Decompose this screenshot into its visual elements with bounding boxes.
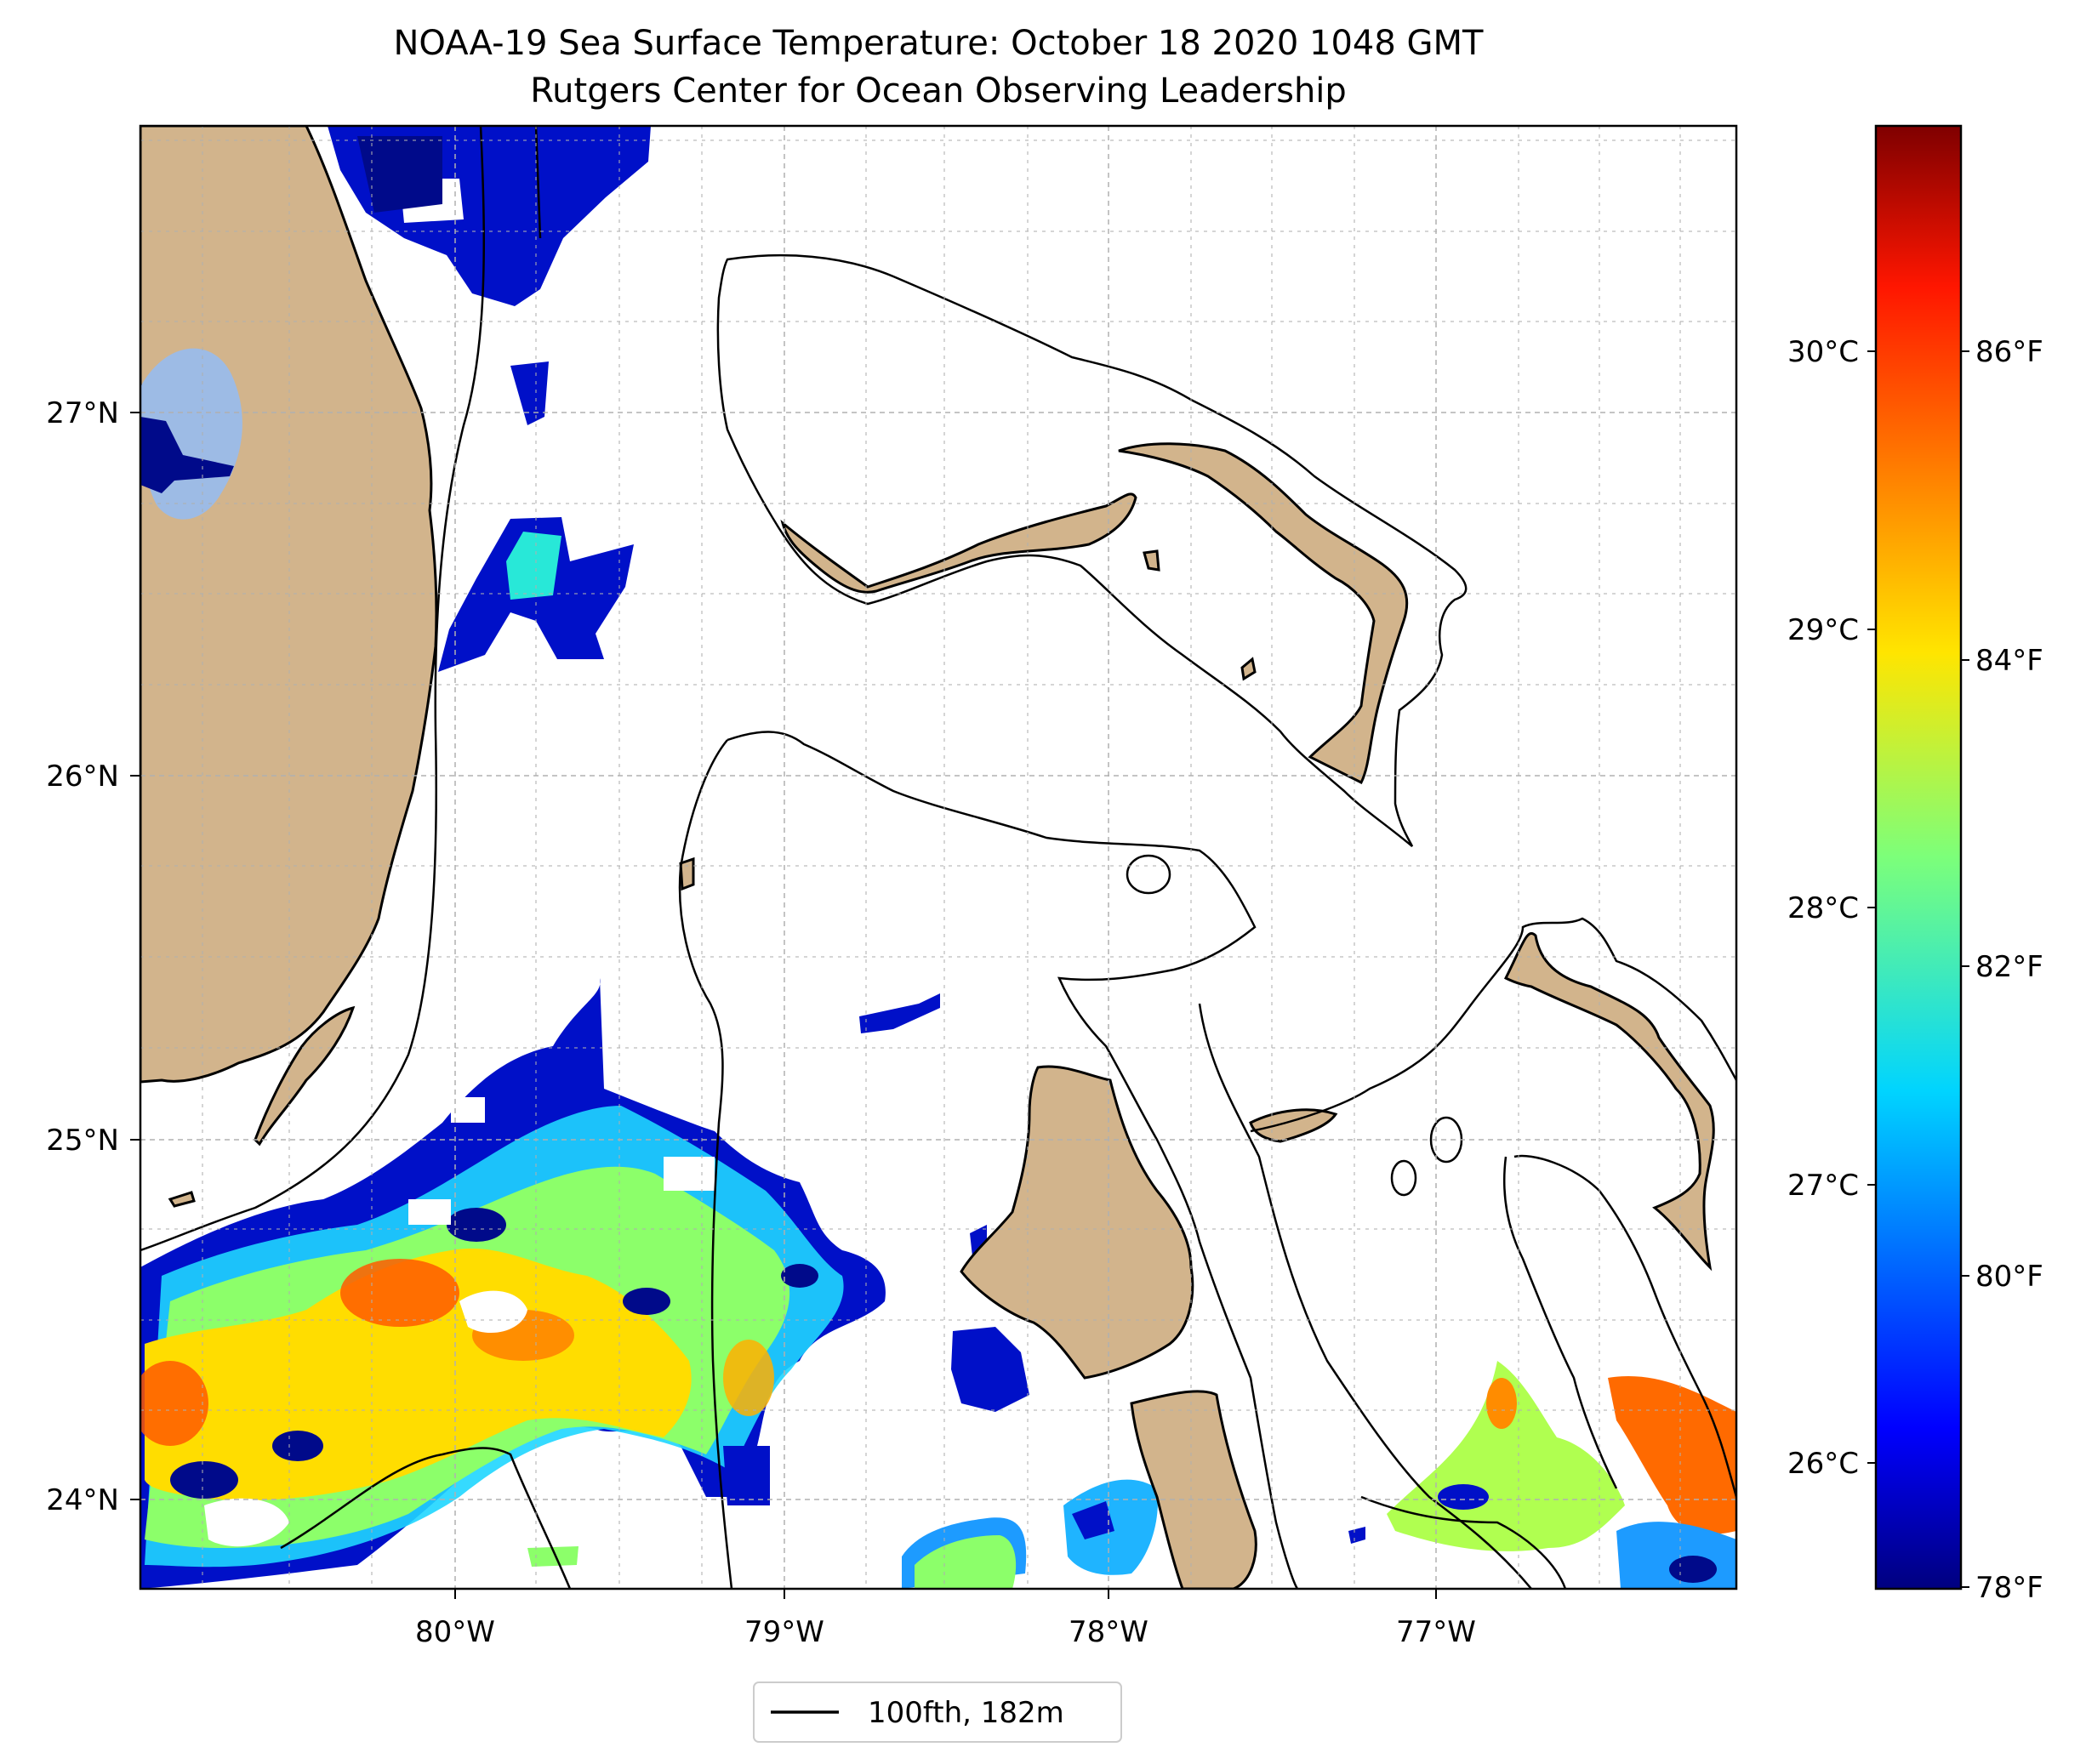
- colorbar-celsius-29: 29°C: [1787, 613, 1859, 647]
- sst-hole-3: [451, 1097, 485, 1123]
- isobath-florida-straits-west: [140, 126, 486, 1252]
- sst-hole-4: [664, 1157, 715, 1191]
- land-florida-keys: [254, 1005, 356, 1147]
- isobath-south-west: [1502, 1156, 1618, 1489]
- sst-warm-core-2: [140, 1361, 208, 1446]
- sst-patch-andros-south-dark: [1072, 1501, 1114, 1539]
- sst-hole-5: [408, 1199, 451, 1225]
- map-frame: [139, 124, 1738, 1590]
- sst-hole-1: [459, 1290, 527, 1334]
- isobath-florida-straits-mid: [534, 126, 542, 239]
- gridlines: [140, 126, 1736, 1589]
- lat-tick-26n: 26°N: [46, 760, 119, 794]
- sst-patch-south-blue: [723, 1446, 770, 1505]
- sst-far-southeast-dark: [1669, 1556, 1717, 1583]
- isobath-great-bahama-bank-west: [678, 739, 733, 1589]
- colorbar-celsius-26: 26°C: [1787, 1447, 1859, 1481]
- colorbar-fahrenheit-82: 82°F: [1975, 950, 2043, 984]
- map-panel: [140, 126, 1736, 1589]
- colorbar-fahrenheit-86: 86°F: [1975, 335, 2043, 369]
- colorbar: 30°C 29°C 28°C 27°C 26°C 86°F 84°F 82°F …: [1787, 124, 2043, 1605]
- sst-southeast-warm: [1486, 1378, 1517, 1429]
- colorbar-gradient: [1874, 124, 1963, 1590]
- sst-patch-mid-cyan: [506, 532, 561, 600]
- land-bimini: [679, 856, 695, 891]
- lat-tick-24n: 24°N: [46, 1483, 119, 1517]
- land-new-providence: [1249, 1108, 1338, 1143]
- land-small-cay-1: [1143, 549, 1160, 572]
- colorbar-celsius-28: 28°C: [1787, 891, 1859, 925]
- sst-cold-spot-3: [623, 1288, 670, 1315]
- isobath-tongue-of-ocean: [1250, 917, 1736, 1133]
- sst-patch-andros-west: [951, 1327, 1029, 1412]
- sst-warm-core-4: [723, 1340, 774, 1416]
- isobath-seamount-1: [1126, 854, 1171, 895]
- isobath-east-andros: [1198, 1003, 1532, 1589]
- axis-ticks: [130, 412, 1437, 1599]
- sst-patch-far-southeast: [1608, 1376, 1736, 1534]
- lon-tick-80w: 80°W: [415, 1615, 495, 1649]
- lat-tick-27n: 27°N: [46, 396, 119, 430]
- colorbar-celsius-27: 27°C: [1787, 1169, 1859, 1203]
- colorbar-fahrenheit-84: 84°F: [1975, 644, 2043, 678]
- sst-patch-sliver: [510, 361, 549, 425]
- lake-cold-pixels-overlay: [140, 417, 234, 493]
- lat-tick-25n: 25°N: [46, 1124, 119, 1158]
- sst-cold-spot-2: [447, 1208, 506, 1242]
- land-small-cay-2: [1240, 657, 1257, 681]
- legend: 100fth, 182m: [753, 1681, 1122, 1743]
- isobath-little-bahama-bank: [716, 253, 1468, 847]
- colorbar-celsius-30: 30°C: [1787, 335, 1859, 369]
- lon-tick-79w: 79°W: [744, 1615, 824, 1649]
- sst-patch-strip-1: [859, 993, 940, 1033]
- map-title-line1: NOAA-19 Sea Surface Temperature: October…: [394, 24, 1485, 63]
- sst-cold-spot-5: [272, 1431, 323, 1461]
- land-eleuthera: [1503, 932, 1715, 1272]
- sst-cold-spot-4: [781, 1264, 818, 1288]
- map-title-line2: Rutgers Center for Ocean Observing Leade…: [530, 71, 1347, 111]
- colorbar-fahrenheit-80: 80°F: [1975, 1260, 2043, 1294]
- land-layer: [140, 126, 1715, 1589]
- legend-box: [753, 1681, 1122, 1743]
- isobath-great-bahama-bank-north: [727, 731, 1299, 1589]
- land-key-fragment: [168, 1191, 196, 1208]
- isobath-south-east-line: [1360, 1495, 1567, 1589]
- land-andros: [960, 1065, 1194, 1380]
- isobath-exuma-sound: [1513, 1154, 1736, 1498]
- lon-tick-78w: 78°W: [1069, 1615, 1148, 1649]
- sst-patch-south-center-green: [915, 1535, 1017, 1589]
- sst-patch-small-se: [1348, 1527, 1365, 1544]
- sst-hole-2: [204, 1498, 289, 1547]
- sst-patch-south-strip: [527, 1546, 578, 1567]
- land-grand-bahama: [780, 492, 1137, 594]
- colorbar-fahrenheit-78: 78°F: [1975, 1571, 2043, 1605]
- isobath-seamount-3: [1390, 1159, 1417, 1197]
- legend-label: 100fth, 182m: [868, 1696, 1064, 1730]
- sst-warm-core-1: [340, 1259, 459, 1327]
- sst-southeast-cold: [1438, 1484, 1489, 1510]
- isobath-cay-sal: [280, 1447, 572, 1589]
- sst-cold-spot-1: [170, 1461, 238, 1499]
- lon-tick-77w: 77°W: [1396, 1615, 1476, 1649]
- isobath-100fth: [140, 126, 1736, 1589]
- land-abaco: [1118, 442, 1409, 785]
- sst-patch-north-dark: [357, 136, 442, 213]
- land-andros-south: [1130, 1390, 1257, 1589]
